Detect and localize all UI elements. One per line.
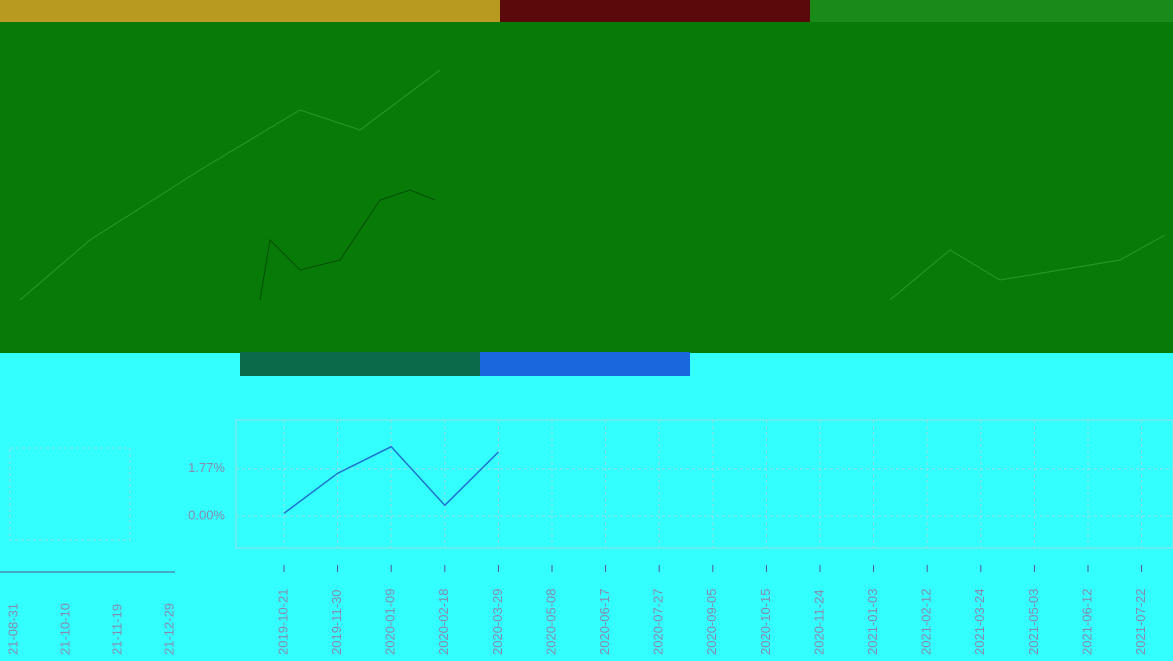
- x-tick-label: 2020-03-29: [490, 589, 505, 656]
- x-tick-label: 2020-11-24: [811, 589, 826, 655]
- plot-area: [235, 419, 1173, 549]
- left-x-tick-label: 21-11-19: [109, 604, 124, 655]
- x-tick-label: 2020-02-18: [436, 589, 451, 656]
- left-x-tick-label: 21-10-10: [57, 603, 72, 655]
- header-strip: [810, 0, 1173, 22]
- x-tick-label: 2020-07-27: [651, 589, 666, 656]
- x-tick-label: 2021-01-03: [865, 589, 880, 656]
- x-tick-label: 2020-09-05: [704, 589, 719, 656]
- y-tick-label: 0.00%: [188, 507, 225, 522]
- x-tick-label: 2021-06-12: [1079, 589, 1094, 656]
- x-tick-label: 2020-05-08: [543, 589, 558, 656]
- faint-line: [19, 69, 441, 301]
- x-tick-label: 2020-01-09: [383, 589, 398, 656]
- upper-panel: [0, 22, 1173, 353]
- left-plot: [9, 447, 131, 541]
- faint-line: [889, 234, 1166, 301]
- x-tick-label: 2021-07-22: [1133, 589, 1148, 656]
- x-tick-label: 2020-06-17: [597, 589, 612, 656]
- header-strip: [0, 0, 500, 22]
- x-tick-label: 2020-10-15: [758, 589, 773, 656]
- left-x-tick-label: 21-12-29: [161, 603, 176, 655]
- x-tick-label: 2021-05-03: [1026, 589, 1041, 656]
- x-tick-label: 2021-03-24: [972, 589, 987, 656]
- y-tick-label: 1.77%: [188, 460, 225, 475]
- x-tick-label: 2019-11-30: [329, 589, 344, 655]
- glitch-band: [240, 352, 480, 376]
- header-strip: [500, 0, 810, 22]
- line-series: [283, 445, 499, 514]
- x-tick-label: 2021-02-12: [919, 589, 934, 656]
- faint-line: [259, 189, 436, 301]
- left-x-tick-label: 21-08-31: [5, 603, 20, 655]
- glitch-band: [480, 352, 690, 376]
- x-tick-label: 2019-10-21: [275, 589, 290, 656]
